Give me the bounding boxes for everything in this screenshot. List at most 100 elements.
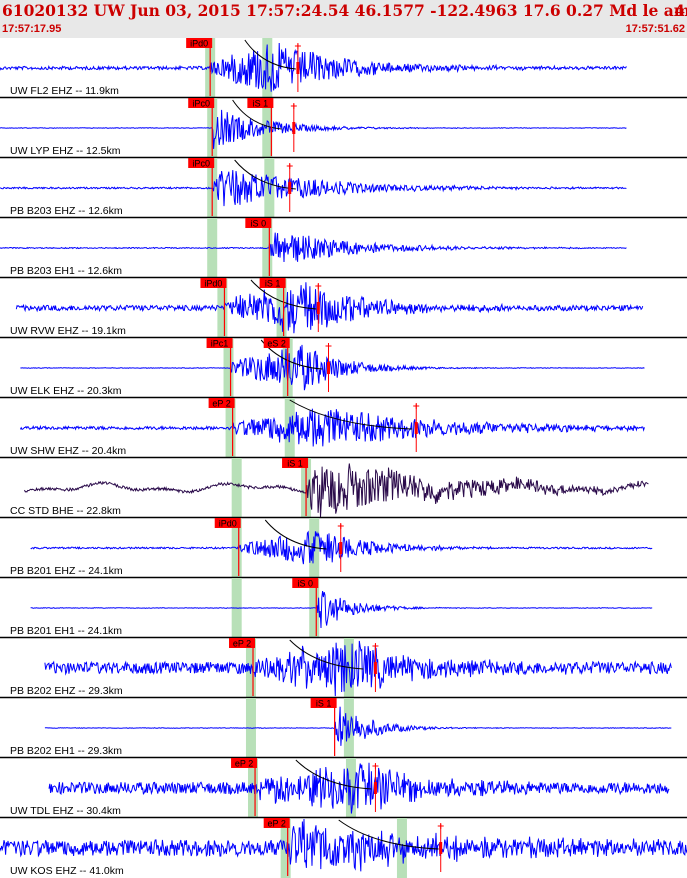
coda-marker-box bbox=[292, 122, 296, 134]
pick-window bbox=[217, 278, 228, 338]
pick-window bbox=[276, 278, 287, 338]
station-label: UW KOS EHZ -- 41.0km bbox=[10, 865, 124, 877]
station-label: UW FL2 EHZ -- 11.9km bbox=[10, 85, 119, 97]
waveform-trace bbox=[0, 818, 687, 872]
station-label: PB B201 EH1 -- 24.1km bbox=[10, 625, 122, 637]
pick-label: iPc1 bbox=[211, 339, 229, 349]
trace-panel: iPd0 UW FL2 EHZ -- 11.9km bbox=[0, 38, 687, 99]
coda-curve bbox=[250, 279, 317, 310]
station-label: UW SHW EHZ -- 20.4km bbox=[10, 445, 126, 457]
coda-curve bbox=[295, 759, 372, 790]
trace-panel: iS 0 PB B201 EH1 -- 24.1km bbox=[0, 578, 687, 639]
pick-flag bbox=[263, 338, 290, 348]
waveform-trace bbox=[0, 232, 627, 263]
pick-label: iS 0 bbox=[251, 219, 267, 229]
coda-curve bbox=[232, 99, 282, 130]
pick-label: eS 2 bbox=[267, 339, 286, 349]
trace-panel: iS 1 CC STD BHE -- 22.8km bbox=[0, 458, 687, 519]
coda-curve bbox=[244, 39, 296, 70]
trace-panel: iS 1 PB B202 EH1 -- 29.3km bbox=[0, 698, 687, 759]
waveform-trace bbox=[44, 640, 672, 697]
pick-window bbox=[231, 458, 242, 518]
pick-flag bbox=[188, 158, 215, 168]
coda-marker-box bbox=[327, 362, 331, 374]
station-label: PB B202 EHZ -- 29.3km bbox=[10, 685, 123, 697]
trace-panel: eP 2 PB B202 EHZ -- 29.3km bbox=[0, 638, 687, 699]
waveform-trace bbox=[15, 282, 644, 334]
pick-label: iPc0 bbox=[192, 159, 210, 169]
trace-panel: eP 2 UW TDL EHZ -- 30.4km bbox=[0, 758, 687, 819]
coda-curve bbox=[338, 819, 439, 850]
pick-flag bbox=[214, 518, 241, 528]
waveform-trace bbox=[44, 706, 672, 746]
coda-marker-box bbox=[414, 422, 418, 434]
pick-window bbox=[262, 98, 273, 158]
pick-flag bbox=[310, 698, 337, 708]
trace-panel: iPd0 PB B201 EHZ -- 24.1km bbox=[0, 518, 687, 579]
pick-flag bbox=[200, 278, 227, 288]
station-label: CC STD BHE -- 22.8km bbox=[10, 505, 121, 517]
pick-label: iS 1 bbox=[287, 459, 303, 469]
pick-flag bbox=[231, 758, 258, 768]
pick-flag bbox=[206, 338, 233, 348]
time-end: 17:57:51.62 bbox=[625, 23, 685, 35]
pick-flag bbox=[259, 278, 286, 288]
coda-marker-box bbox=[439, 842, 443, 854]
time-start: 17:57:17.95 bbox=[2, 23, 62, 35]
waveform-trace bbox=[0, 109, 627, 149]
header-bar: 61020132 UW Jun 03, 2015 17:57:24.54 46.… bbox=[0, 0, 687, 38]
trace-panel: iS 0 PB B203 EH1 -- 12.6km bbox=[0, 218, 687, 279]
waveform-trace bbox=[48, 762, 670, 814]
trace-panel: eP 2 UW KOS EHZ -- 41.0km bbox=[0, 818, 687, 878]
pick-label: eP 2 bbox=[235, 759, 253, 769]
pick-label: iPd0 bbox=[204, 279, 222, 289]
page-number: 4 bbox=[674, 1, 685, 20]
pick-label: iPc0 bbox=[192, 99, 210, 109]
pick-label: iS 0 bbox=[298, 579, 314, 589]
waveform-trace bbox=[0, 42, 627, 92]
pick-flag bbox=[188, 98, 215, 108]
trace-panel: iPd0 iS 1 UW RVW EHZ -- 19.1km bbox=[0, 278, 687, 339]
pick-window bbox=[280, 818, 291, 878]
waveform-trace bbox=[30, 591, 653, 629]
event-title: 61020132 UW Jun 03, 2015 17:57:24.54 46.… bbox=[2, 1, 687, 20]
station-label: PB B203 EH1 -- 12.6km bbox=[10, 265, 122, 277]
station-label: UW LYP EHZ -- 12.5km bbox=[10, 145, 121, 157]
pick-flag bbox=[229, 638, 256, 648]
coda-curve bbox=[289, 639, 364, 670]
waveform-trace bbox=[19, 408, 645, 447]
pick-window bbox=[345, 758, 356, 818]
pick-label: iPd0 bbox=[219, 519, 237, 529]
trace-panel: iPc0 iS 1 UW LYP EHZ -- 12.5km bbox=[0, 98, 687, 159]
coda-marker-box bbox=[339, 542, 343, 554]
pick-flag bbox=[186, 38, 213, 48]
station-label: UW RVW EHZ -- 19.1km bbox=[10, 325, 126, 337]
coda-marker-box bbox=[296, 62, 300, 74]
station-label: PB B201 EHZ -- 24.1km bbox=[10, 565, 123, 577]
pick-label: iPd0 bbox=[190, 39, 208, 49]
pick-flag bbox=[247, 98, 274, 108]
pick-label: eP 2 bbox=[268, 819, 286, 829]
coda-marker-box bbox=[316, 302, 320, 314]
station-label: PB B202 EH1 -- 29.3km bbox=[10, 745, 122, 757]
waveform-trace bbox=[30, 530, 653, 565]
coda-marker-box bbox=[288, 182, 292, 194]
station-label: UW TDL EHZ -- 30.4km bbox=[10, 805, 121, 817]
trace-panel: eP 2 UW SHW EHZ -- 20.4km bbox=[0, 398, 687, 459]
pick-flag bbox=[282, 458, 309, 468]
waveform-trace bbox=[24, 463, 649, 518]
coda-curve bbox=[264, 519, 327, 550]
station-label: UW ELK EHZ -- 20.3km bbox=[10, 385, 122, 397]
pick-flag bbox=[292, 578, 319, 588]
pick-flag bbox=[208, 398, 235, 408]
pick-label: iS 1 bbox=[253, 99, 269, 109]
station-label: PB B203 EHZ -- 12.6km bbox=[10, 205, 123, 217]
pick-label: iS 1 bbox=[316, 699, 332, 709]
pick-window bbox=[264, 158, 275, 218]
pick-label: eP 2 bbox=[233, 639, 251, 649]
waveform-trace bbox=[0, 170, 627, 207]
pick-flag bbox=[245, 218, 272, 228]
coda-marker-box bbox=[373, 662, 377, 674]
